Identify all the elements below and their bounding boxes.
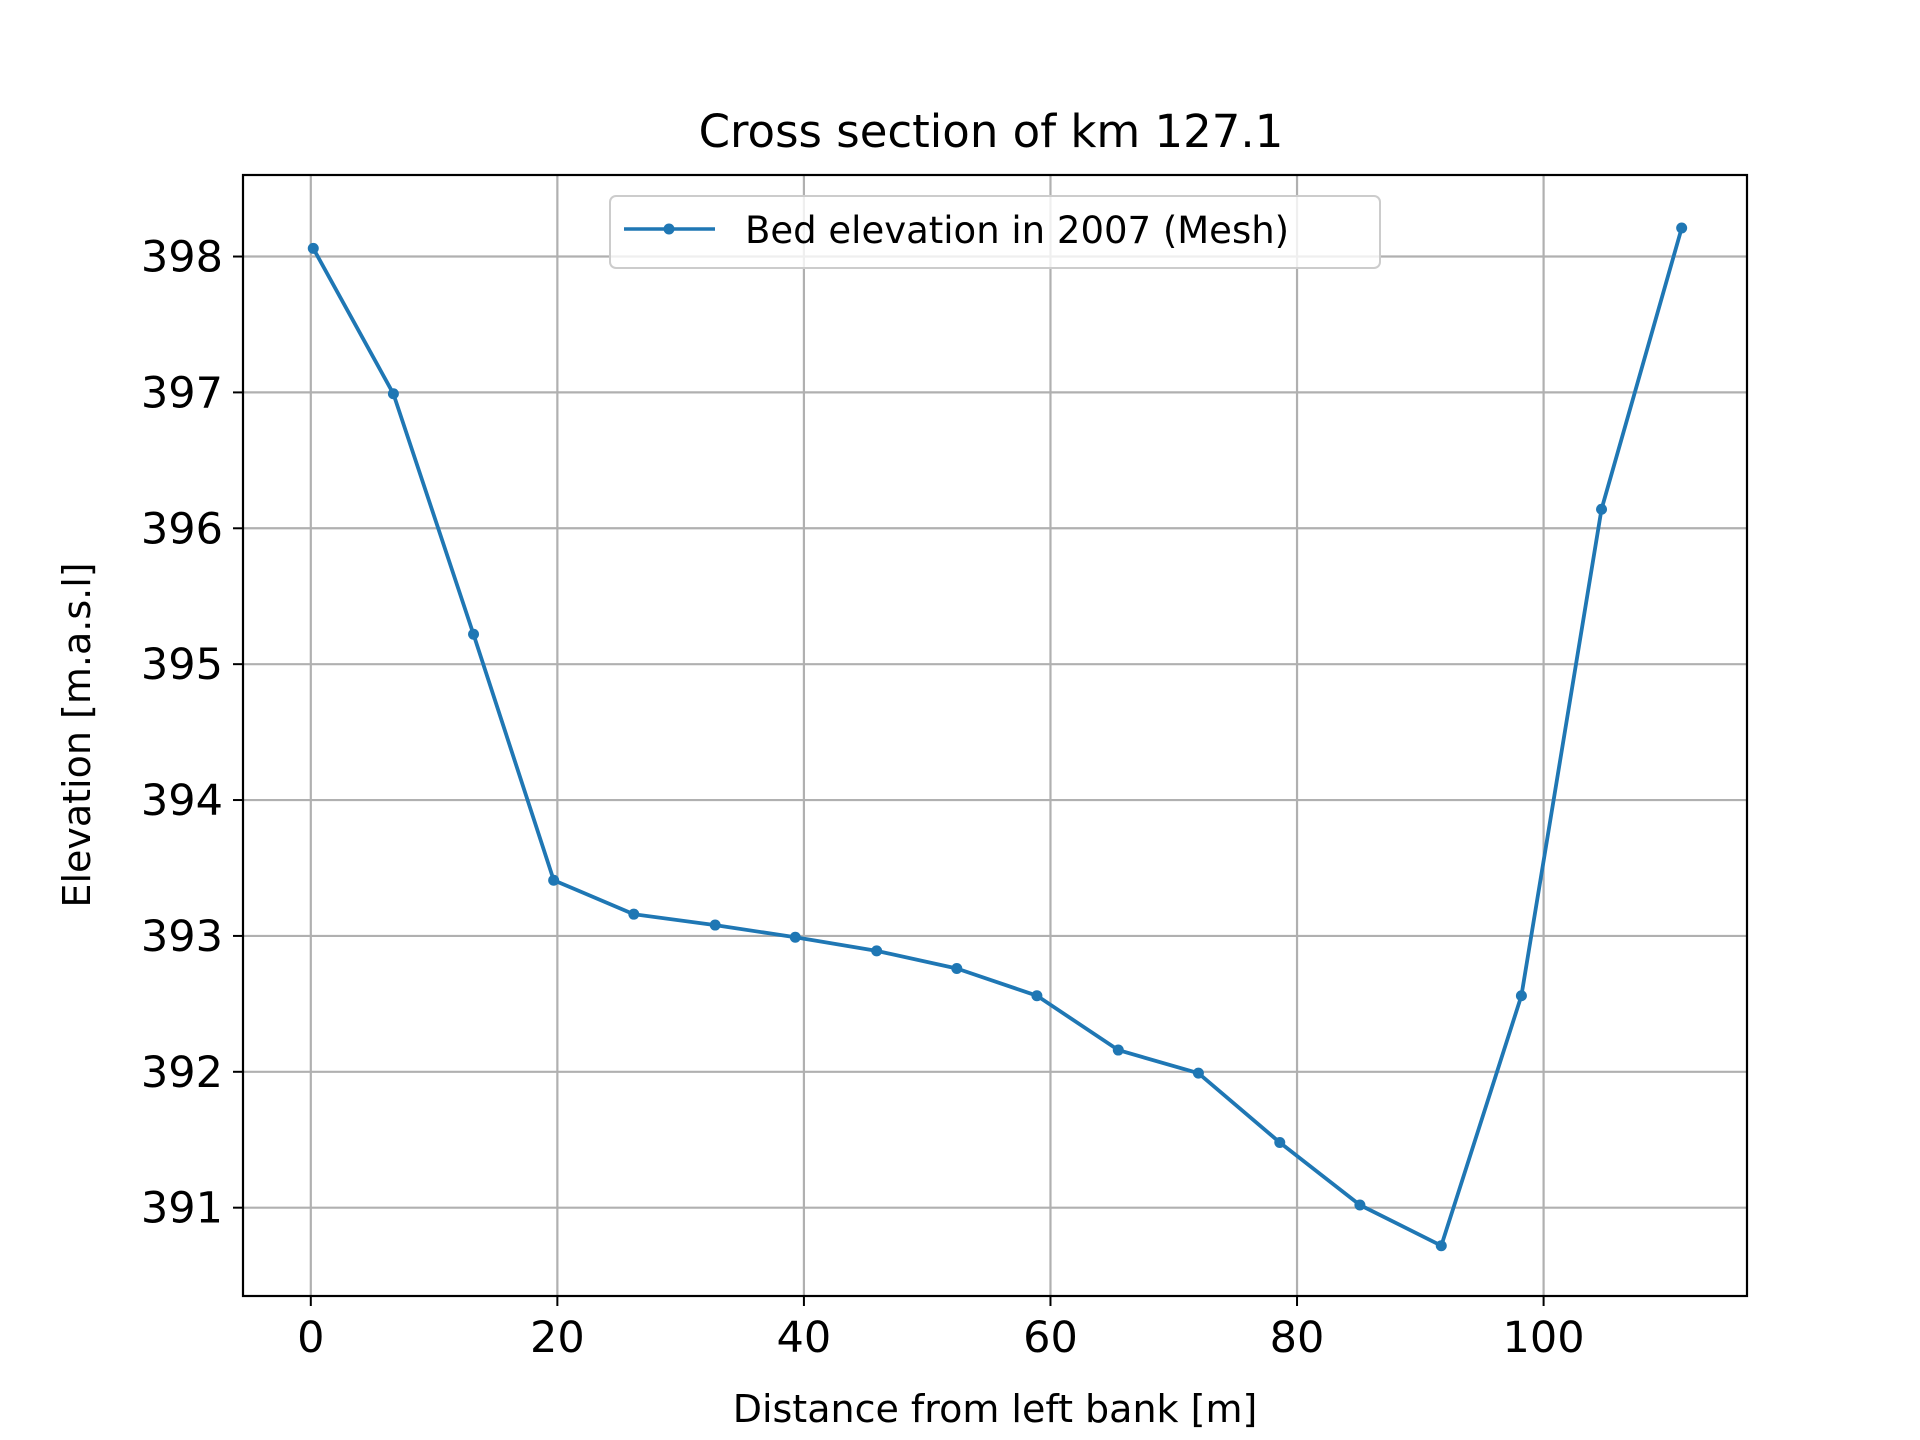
y-tick-label: 391 [141,1184,223,1234]
data-point [548,874,560,886]
data-point [789,931,801,943]
x-tick-label: 40 [777,1313,832,1363]
plot-frame [241,173,1749,1298]
series-layer [307,222,1688,1252]
data-point [1435,1240,1447,1252]
x-tick-label: 0 [297,1313,324,1363]
ticks: 0 20 40 60 80 100 391 392 393 394 395 396 397 398 [141,233,1585,1363]
data-point [307,242,319,254]
legend-label: Bed elevation in 2007 (Mesh) [745,209,1289,252]
data-point [1676,222,1688,234]
data-point [1192,1067,1204,1079]
legend: Bed elevation in 2007 (Mesh) [609,195,1381,269]
data-point [709,919,721,931]
x-axis-label: Distance from left bank [m] [733,1387,1258,1431]
data-point [387,388,399,400]
data-point [1274,1136,1286,1148]
data-point [1515,990,1527,1002]
series-line [311,227,1684,1248]
data-point [1031,990,1043,1002]
data-point [468,628,480,640]
y-tick-label: 396 [141,504,223,554]
y-tick-label: 392 [141,1048,223,1098]
chart-title: Cross section of km 127.1 [699,105,1284,158]
x-tick-label: 80 [1270,1313,1325,1363]
y-axis-label: Elevation [m.a.s.l] [55,562,99,907]
data-point [871,945,883,957]
data-point [628,908,640,920]
legend-box [609,195,1381,269]
x-tick-label: 100 [1503,1313,1585,1363]
x-tick-label: 20 [530,1313,585,1363]
x-tick-label: 60 [1023,1313,1078,1363]
y-tick-label: 394 [141,776,223,826]
y-tick-label: 395 [141,640,223,690]
y-tick-label: 398 [141,233,223,283]
data-point [951,963,963,975]
legend-swatch-marker [663,223,675,235]
data-point [1354,1199,1366,1211]
data-point [1112,1044,1124,1056]
data-point [1596,503,1608,515]
y-tick-label: 397 [141,368,223,418]
y-tick-label: 393 [141,912,223,962]
